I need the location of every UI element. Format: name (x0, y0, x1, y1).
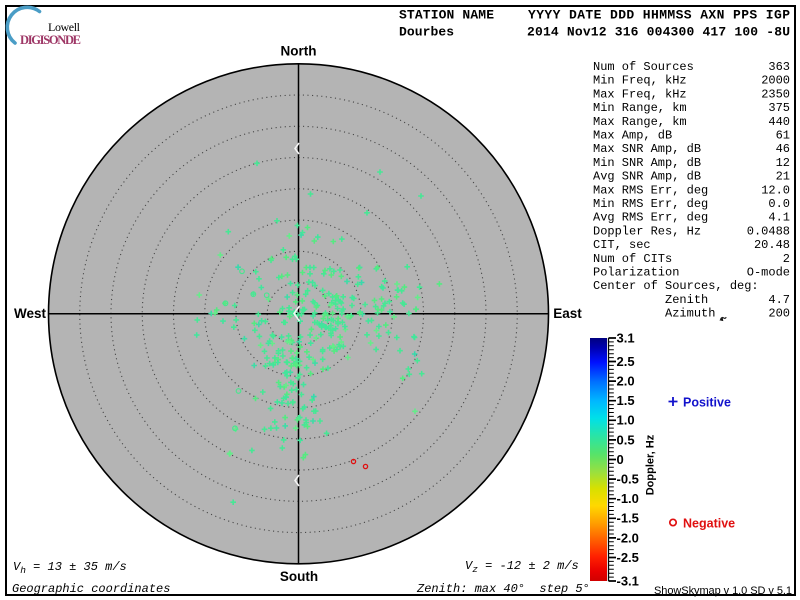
svg-text:0.0: 0.0 (768, 197, 790, 211)
svg-text:Num of CITs: Num of CITs (593, 252, 672, 266)
svg-text:Num of Sources: Num of Sources (593, 60, 694, 74)
svg-text:East: East (553, 306, 582, 321)
svg-text:STATION NAME: STATION NAME (399, 8, 494, 23)
svg-text:Avg SNR Amp, dB: Avg SNR Amp, dB (593, 170, 701, 184)
svg-text:-3.1: -3.1 (617, 573, 639, 588)
svg-text:Vz = -12 ± 2 m/s: Vz = -12 ± 2 m/s (465, 559, 579, 575)
svg-text:-2.0: -2.0 (617, 530, 639, 545)
svg-text:2350: 2350 (761, 87, 790, 101)
svg-text:440: 440 (768, 115, 790, 129)
svg-text:2: 2 (783, 252, 790, 266)
svg-text:Min Freq, kHz: Min Freq, kHz (593, 74, 687, 88)
svg-text:Vh = 13 ± 35 m/s: Vh = 13 ± 35 m/s (13, 560, 127, 576)
svg-text:3.1: 3.1 (617, 330, 635, 345)
svg-text:20.48: 20.48 (754, 238, 790, 252)
svg-text:O-mode: O-mode (747, 266, 790, 280)
svg-text:-0.5: -0.5 (617, 472, 639, 487)
svg-text:2.5: 2.5 (617, 354, 635, 369)
svg-text:-2.5: -2.5 (617, 550, 639, 565)
svg-text:Max SNR Amp, dB: Max SNR Amp, dB (593, 142, 701, 156)
svg-text:Lowell: Lowell (48, 20, 81, 34)
svg-text:200: 200 (768, 307, 790, 321)
svg-text:South: South (280, 569, 318, 584)
svg-text:46: 46 (776, 142, 790, 156)
svg-text:Dourbes: Dourbes (399, 25, 454, 40)
svg-text:2014 Nov12 316 004300 417 100: 2014 Nov12 316 004300 417 100 -8U (527, 25, 790, 40)
svg-text:Max Freq, kHz: Max Freq, kHz (593, 87, 687, 101)
svg-text:DIGISONDE: DIGISONDE (20, 33, 81, 47)
svg-text:61: 61 (776, 129, 790, 143)
svg-text:Negative: Negative (683, 517, 735, 531)
svg-text:Zenith: max 40° step 5°: Zenith: max 40° step 5° (416, 582, 590, 596)
svg-text:375: 375 (768, 101, 790, 115)
svg-text:4.1: 4.1 (768, 211, 790, 225)
svg-text:North: North (281, 44, 317, 59)
svg-text:0.5: 0.5 (617, 432, 635, 447)
svg-text:1.5: 1.5 (617, 393, 635, 408)
svg-text:Min Range, km: Min Range, km (593, 101, 687, 115)
svg-text:-1.0: -1.0 (617, 491, 639, 506)
svg-text:Doppler Res, Hz: Doppler Res, Hz (593, 224, 701, 238)
svg-text:CIT, sec: CIT, sec (593, 238, 651, 252)
svg-text:1.0: 1.0 (617, 413, 635, 428)
svg-text:Center of Sources, deg:: Center of Sources, deg: (593, 279, 759, 293)
svg-text:363: 363 (768, 60, 790, 74)
svg-text:-1.5: -1.5 (617, 511, 639, 526)
svg-text:Doppler, Hz: Doppler, Hz (645, 434, 657, 495)
svg-text:Geographic coordinates: Geographic coordinates (12, 582, 170, 596)
svg-text:Positive: Positive (683, 396, 731, 410)
svg-text:12.0: 12.0 (761, 183, 790, 197)
svg-text:ShowSkymap v 1.0 SD v 5.1: ShowSkymap v 1.0 SD v 5.1 (654, 585, 792, 597)
svg-text:Max Amp, dB: Max Amp, dB (593, 129, 672, 143)
svg-text:Min RMS Err, deg: Min RMS Err, deg (593, 197, 708, 211)
svg-text:0.0488: 0.0488 (747, 224, 790, 238)
svg-text:YYYY DATE DDD HHMMSS AXN PPS: YYYY DATE DDD HHMMSS AXN PPS IGP (528, 8, 790, 23)
svg-text:Min SNR Amp, dB: Min SNR Amp, dB (593, 156, 701, 170)
svg-text:4.7: 4.7 (768, 293, 790, 307)
svg-text:Max Range, km: Max Range, km (593, 115, 687, 129)
svg-text:Polarization: Polarization (593, 266, 679, 280)
svg-text:Max RMS Err, deg: Max RMS Err, deg (593, 183, 708, 197)
svg-text:West: West (14, 306, 47, 321)
svg-text:Avg RMS Err, deg: Avg RMS Err, deg (593, 211, 708, 225)
svg-text:12: 12 (776, 156, 790, 170)
svg-text:Azimuth: Azimuth (593, 307, 715, 321)
svg-text:21: 21 (776, 170, 790, 184)
svg-text:2000: 2000 (761, 74, 790, 88)
svg-text:Zenith: Zenith (593, 293, 708, 307)
svg-text:0: 0 (617, 452, 624, 467)
svg-text:2.0: 2.0 (617, 374, 635, 389)
